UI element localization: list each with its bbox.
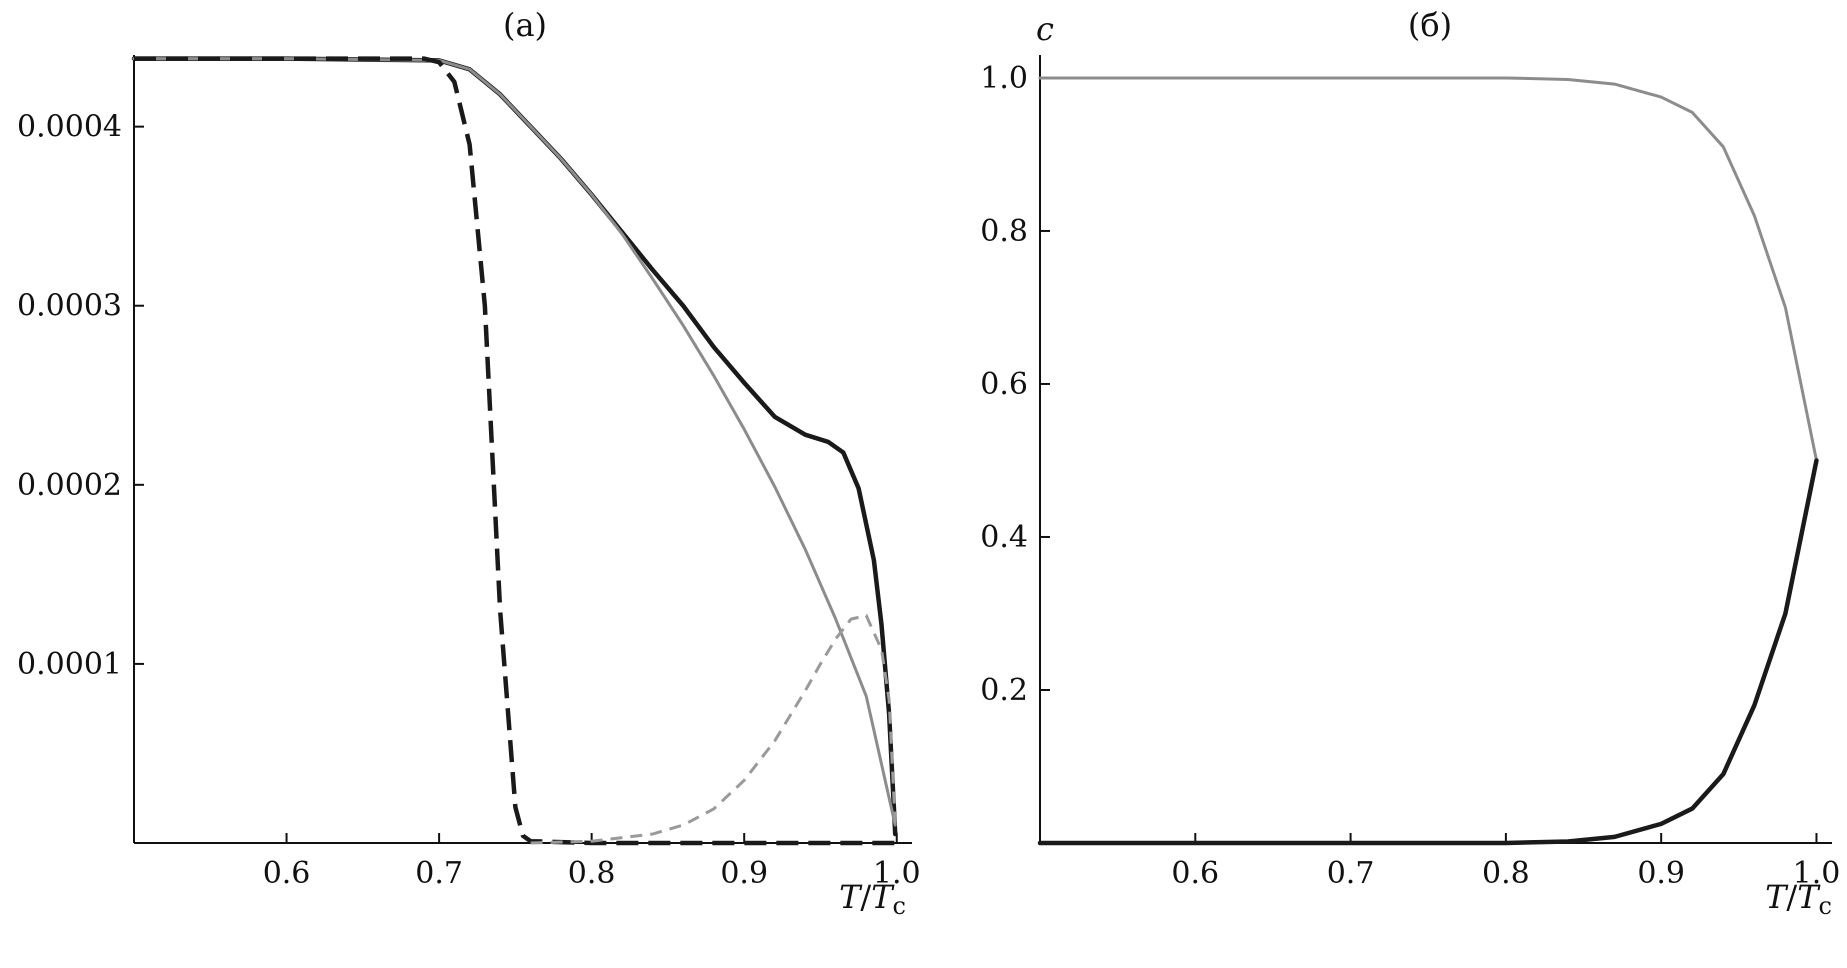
panel-b-y-tick-label: 0.6 [980, 367, 1028, 402]
panel-a-y-tick-label: 0.0003 [17, 289, 122, 324]
panel-b-y-tick-label: 0.4 [980, 520, 1028, 555]
panel-b-x-label-main-2: T [1797, 878, 1821, 916]
panel-a-title: (a) [503, 6, 547, 44]
panel-a-x-label-main: T [839, 878, 863, 916]
panel-a-x-tick-label: 0.8 [568, 856, 616, 891]
panel-b-series-solid-thin-gray [1038, 76, 1818, 462]
panel-a-x-label-sub: c [893, 892, 906, 920]
panel-a-series-solid-thick-black [131, 56, 898, 837]
panel-a-x-tick-label: 0.6 [263, 856, 311, 891]
panel-b-y-tick-label: 0.8 [980, 214, 1028, 249]
panel-a-x-axis-label: T/Tc [839, 878, 906, 920]
panel-b-x-axis-label: T/Tc [1765, 878, 1832, 920]
panel-b-x-tick-label: 1.0 [1793, 856, 1841, 891]
panel-a-series-dashed-thin-gray [530, 614, 897, 845]
panel-b-x-tick-label: 0.9 [1637, 856, 1685, 891]
panel-a-y-tick-label: 0.0002 [17, 468, 122, 503]
panel-b-y-tick-label: 1.0 [980, 61, 1028, 96]
panel-a-series-solid-thin-gray [132, 57, 897, 827]
panel-a-x-tick-label: 0.9 [720, 856, 768, 891]
panel-b-y-axis-label: c [1036, 10, 1054, 48]
panel-b-x-label-main: T [1765, 878, 1789, 916]
panel-b-y-tick-label: 0.2 [980, 673, 1028, 708]
panel-a-x-tick-label: 0.7 [415, 856, 463, 891]
panel-a-x-tick-label: 1.0 [873, 856, 921, 891]
panel-b-x-tick-label: 0.8 [1482, 856, 1530, 891]
panel-a: (a) 0.6 0.7 0.8 0.9 1.0 0.0001 0.0002 0.0003 0.0… [17, 6, 921, 920]
panel-a-y-tick-label: 0.0004 [17, 110, 122, 145]
panel-b: (б) c 0.6 0.7 0.8 0.9 1.0 0.2 0.4 0.6 0.8 1.0 T/T… [980, 6, 1840, 920]
panel-a-x-label-main-2: T [871, 878, 895, 916]
panel-b-x-label-slash: / [1786, 878, 1797, 916]
panel-b-x-tick-label: 0.6 [1171, 856, 1219, 891]
panel-a-series-dashed-thick-black [134, 56, 896, 846]
panel-b-title: (б) [1408, 6, 1452, 44]
panel-a-y-tick-label: 0.0001 [17, 647, 122, 682]
panel-b-x-tick-label: 0.7 [1327, 856, 1375, 891]
panel-a-x-label-slash: / [860, 878, 871, 916]
panel-b-series-solid-thick-black [1037, 458, 1819, 846]
panel-b-x-label-sub: c [1819, 892, 1832, 920]
